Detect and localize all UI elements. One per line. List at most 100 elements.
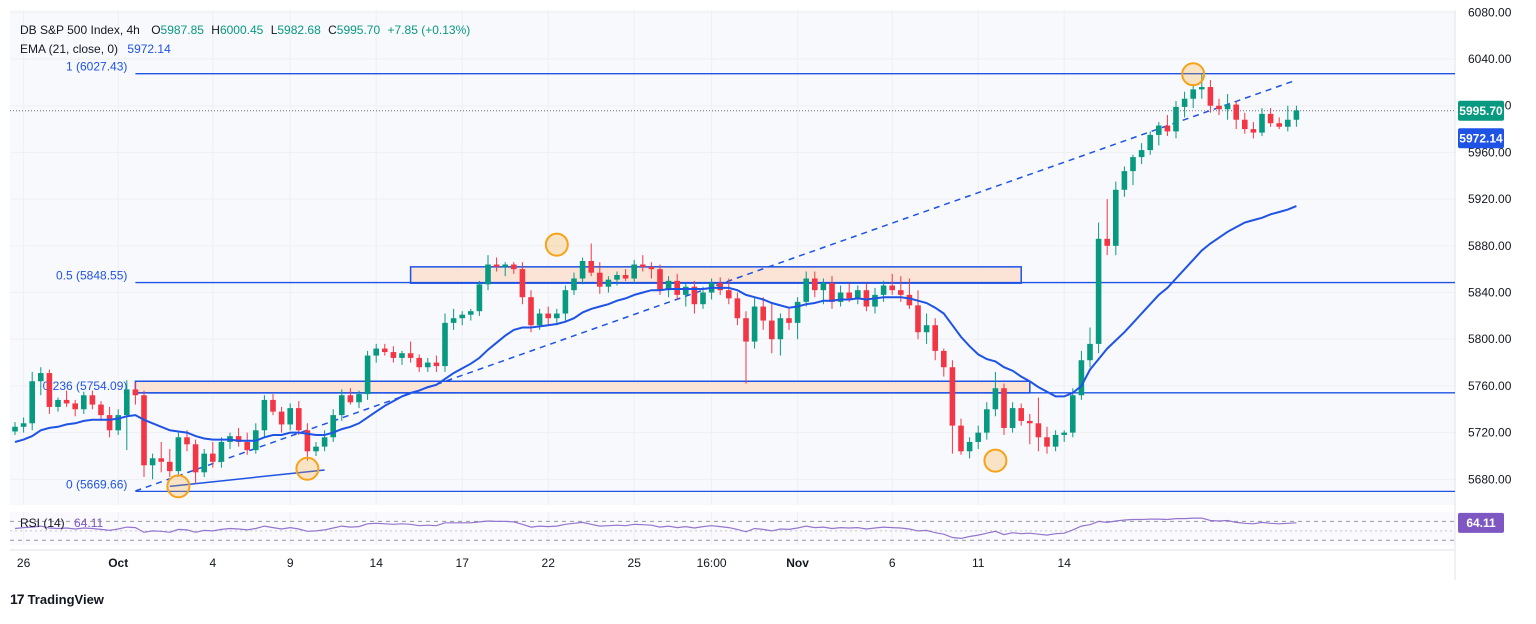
last-price-tag: 5995.70 bbox=[1459, 104, 1503, 118]
candle-body bbox=[81, 395, 87, 410]
x-tick-label: 4 bbox=[209, 556, 216, 570]
candle-body bbox=[588, 261, 594, 273]
y-tick-label: 5920.00 bbox=[1468, 192, 1512, 206]
candle-body bbox=[38, 373, 44, 382]
y-tick-label: 6080.00 bbox=[1468, 5, 1512, 19]
candle-body bbox=[1018, 408, 1024, 421]
ema-legend-value: 5972.14 bbox=[127, 42, 171, 56]
symbol-title: DB S&P 500 Index, 4h bbox=[20, 23, 140, 37]
candle-body bbox=[554, 313, 560, 319]
candle-body bbox=[1121, 171, 1128, 190]
candle-body bbox=[1267, 113, 1274, 124]
candle-body bbox=[1104, 238, 1110, 246]
candle-body bbox=[915, 305, 921, 333]
candle-body bbox=[12, 426, 18, 432]
ohlc-legend: DB S&P 500 Index, 4h O5987.85 H6000.45 L… bbox=[20, 23, 470, 37]
last-price-tag-bg bbox=[1458, 100, 1504, 121]
y-tick-label: 6040.00 bbox=[1468, 52, 1512, 66]
candle-body bbox=[571, 278, 577, 291]
candle-body bbox=[1001, 388, 1007, 428]
candle-body bbox=[898, 290, 904, 295]
rsi-label: RSI (14) bbox=[20, 516, 65, 530]
candle-body bbox=[210, 453, 216, 462]
highlight-circle bbox=[166, 474, 191, 499]
candle-body bbox=[261, 399, 268, 431]
y-tick-label: 5800.00 bbox=[1468, 332, 1512, 346]
candle-body bbox=[769, 320, 775, 340]
candle-body bbox=[278, 411, 285, 425]
x-tick-label: 9 bbox=[287, 556, 294, 570]
tradingview-brand[interactable]: 17 TradingView bbox=[10, 591, 104, 607]
x-tick-label: Nov bbox=[786, 556, 809, 570]
ema-legend: EMA (21, close, 0) 5972.14 bbox=[20, 42, 171, 56]
candle-body bbox=[1293, 110, 1300, 120]
candle-body bbox=[889, 285, 895, 291]
candle-body bbox=[201, 453, 207, 473]
candle-body bbox=[717, 283, 723, 291]
ema-line bbox=[14, 205, 1297, 443]
candle-body bbox=[1242, 119, 1248, 130]
ema-label: EMA (21, close, 0) bbox=[20, 42, 119, 56]
high-value: 6000.45 bbox=[219, 23, 264, 37]
candle-body bbox=[1027, 420, 1033, 424]
ema-price-tag: 5972.14 bbox=[1459, 131, 1503, 145]
candle-body bbox=[321, 437, 328, 447]
close-value: 5995.70 bbox=[336, 23, 381, 37]
y-tick-label: 5680.00 bbox=[1468, 472, 1512, 486]
candle-body bbox=[657, 269, 663, 291]
x-tick-label: 26 bbox=[17, 556, 31, 570]
highlight-circle bbox=[295, 456, 320, 481]
candle-body bbox=[330, 415, 336, 438]
candle-body bbox=[803, 278, 809, 302]
open-value: 5987.85 bbox=[160, 23, 204, 37]
price-pane-background bbox=[10, 10, 1455, 505]
x-tick-label: 17 bbox=[456, 556, 470, 570]
candle-body bbox=[1095, 238, 1102, 344]
candle-body bbox=[1233, 104, 1239, 120]
candle-body bbox=[519, 269, 526, 298]
candle-body bbox=[476, 284, 483, 312]
y-tick-label: 5760.00 bbox=[1468, 379, 1512, 393]
candle-body bbox=[958, 425, 964, 452]
candle-body bbox=[1130, 157, 1136, 172]
y-tick-label: 5880.00 bbox=[1468, 239, 1512, 253]
candle-body bbox=[622, 275, 629, 279]
x-tick-label: 25 bbox=[628, 556, 642, 570]
candle-body bbox=[1078, 360, 1085, 396]
change-value: +7.85 (+0.13%) bbox=[387, 23, 471, 37]
low-value: 5982.68 bbox=[277, 23, 321, 37]
candle-body bbox=[820, 283, 827, 291]
candle-body bbox=[132, 389, 139, 396]
fib-level-label: 0 (5669.66) bbox=[66, 477, 127, 491]
candle-body bbox=[1224, 104, 1231, 110]
candle-body bbox=[1113, 189, 1119, 246]
ema-price-tag-bg bbox=[1458, 128, 1504, 149]
candle-body bbox=[485, 264, 491, 285]
candle-body bbox=[941, 350, 947, 368]
candle-body bbox=[1250, 129, 1257, 133]
candle-body bbox=[579, 261, 586, 279]
x-tick-label: 14 bbox=[370, 556, 384, 570]
open-label: O bbox=[151, 23, 161, 37]
candle-body bbox=[29, 381, 35, 424]
candle-body bbox=[846, 292, 852, 299]
candle-body bbox=[1181, 98, 1188, 107]
candle-body bbox=[511, 264, 517, 270]
x-tick-label: Oct bbox=[108, 556, 128, 570]
candle-body bbox=[1259, 113, 1265, 133]
candle-body bbox=[1156, 125, 1162, 135]
candle-body bbox=[20, 423, 27, 427]
candle-body bbox=[407, 353, 414, 358]
candle-body bbox=[244, 441, 250, 451]
candle-body bbox=[313, 446, 319, 452]
candle-body bbox=[167, 461, 173, 472]
candle-body bbox=[562, 290, 569, 314]
candle-body bbox=[906, 294, 913, 306]
candle-body bbox=[72, 403, 78, 410]
highlight-circle bbox=[983, 448, 1008, 473]
candle-body bbox=[149, 458, 156, 466]
candle-body bbox=[399, 353, 405, 358]
candle-body bbox=[734, 298, 741, 319]
